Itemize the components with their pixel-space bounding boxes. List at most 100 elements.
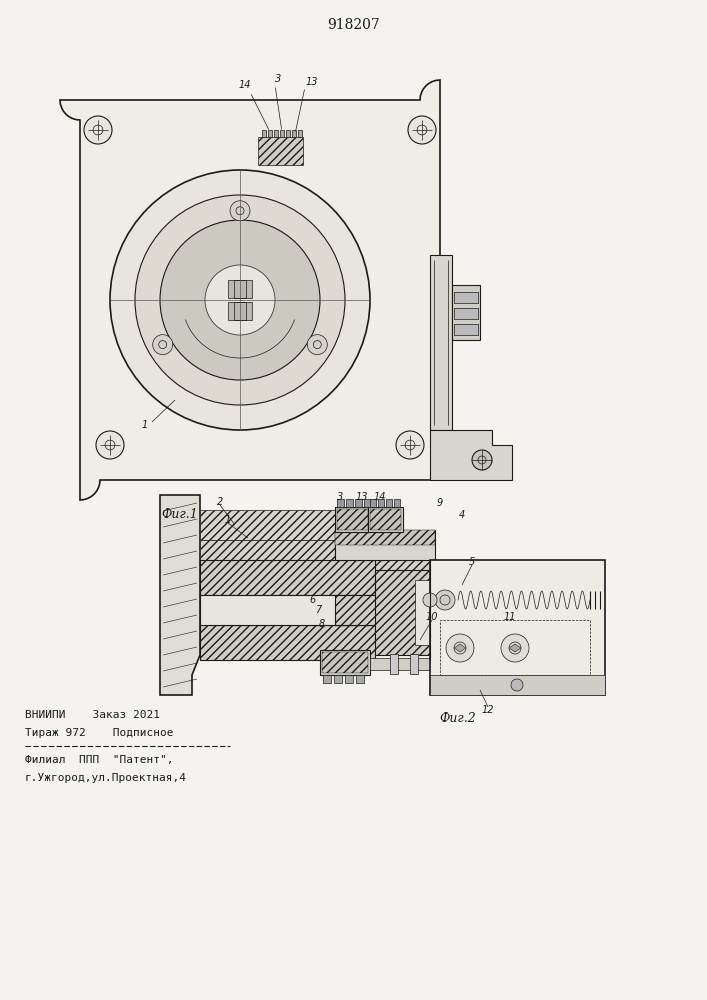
Bar xyxy=(200,560,375,595)
Bar xyxy=(496,608,502,622)
Bar xyxy=(234,280,246,298)
Bar xyxy=(394,499,400,507)
Bar xyxy=(410,654,418,674)
Bar xyxy=(200,625,375,660)
Bar xyxy=(346,499,353,507)
Bar xyxy=(200,560,375,595)
Text: 2: 2 xyxy=(217,497,223,507)
Bar xyxy=(200,510,360,540)
Bar xyxy=(430,675,605,695)
Bar xyxy=(488,608,494,622)
Circle shape xyxy=(396,431,424,459)
Bar xyxy=(455,610,485,615)
Circle shape xyxy=(110,170,370,430)
Text: 8: 8 xyxy=(319,619,325,629)
Bar xyxy=(335,525,390,560)
Circle shape xyxy=(435,590,455,610)
Text: Фиг.2: Фиг.2 xyxy=(440,712,477,724)
Circle shape xyxy=(205,265,275,335)
Bar xyxy=(452,285,480,340)
Text: 918207: 918207 xyxy=(327,18,380,32)
Bar xyxy=(228,280,252,298)
Bar xyxy=(386,499,392,507)
Bar xyxy=(335,507,370,532)
Bar xyxy=(345,675,353,683)
Circle shape xyxy=(135,195,345,405)
Text: 1: 1 xyxy=(225,515,231,525)
Bar xyxy=(200,540,370,565)
Bar xyxy=(390,654,398,674)
Bar xyxy=(354,520,360,530)
Circle shape xyxy=(230,201,250,221)
Bar xyxy=(337,509,368,530)
Bar xyxy=(335,595,415,625)
Bar xyxy=(220,565,350,635)
Bar xyxy=(268,130,272,137)
Bar xyxy=(375,570,455,655)
Text: 12: 12 xyxy=(481,705,494,715)
Text: г.Ужгород,ул.Проектная,4: г.Ужгород,ул.Проектная,4 xyxy=(25,773,187,783)
Circle shape xyxy=(423,593,437,607)
Text: 11: 11 xyxy=(504,612,516,622)
Text: 6: 6 xyxy=(310,595,316,605)
Bar xyxy=(430,255,452,430)
Bar xyxy=(455,605,485,625)
Bar xyxy=(346,520,352,530)
Bar xyxy=(375,570,455,655)
Text: 1: 1 xyxy=(142,420,148,430)
Polygon shape xyxy=(160,495,200,695)
Bar xyxy=(320,650,370,675)
Text: 4: 4 xyxy=(459,510,465,520)
Bar xyxy=(200,595,375,625)
Bar xyxy=(430,560,605,695)
Text: Тираж 972    Подписное: Тираж 972 Подписное xyxy=(25,728,173,738)
Bar xyxy=(355,499,362,507)
Text: 14: 14 xyxy=(374,492,386,502)
Circle shape xyxy=(153,335,173,355)
Bar xyxy=(200,635,370,660)
Bar xyxy=(262,130,266,137)
Bar xyxy=(370,658,430,670)
Text: Филиал  ППП  "Патент",: Филиал ППП "Патент", xyxy=(25,755,173,765)
Text: 13: 13 xyxy=(305,77,318,87)
Bar xyxy=(340,560,440,580)
Bar xyxy=(356,675,364,683)
Bar xyxy=(292,130,296,137)
Circle shape xyxy=(84,116,112,144)
Bar xyxy=(370,509,401,530)
Bar xyxy=(454,324,478,335)
Text: 5: 5 xyxy=(469,557,475,567)
Bar xyxy=(335,530,435,545)
Bar xyxy=(335,595,415,625)
Bar xyxy=(258,137,303,165)
Bar xyxy=(200,625,375,660)
Bar xyxy=(340,580,440,620)
Bar xyxy=(370,499,376,507)
Bar xyxy=(322,652,368,673)
Bar xyxy=(415,580,450,645)
Bar xyxy=(286,130,290,137)
Bar xyxy=(368,507,403,532)
Bar xyxy=(378,499,384,507)
Text: ВНИИПИ    Заказ 2021: ВНИИПИ Заказ 2021 xyxy=(25,710,160,720)
Circle shape xyxy=(308,335,327,355)
Bar xyxy=(234,302,246,320)
Text: 3: 3 xyxy=(337,492,343,502)
Bar xyxy=(364,499,371,507)
Bar xyxy=(334,675,342,683)
Bar xyxy=(440,620,590,675)
Bar xyxy=(274,130,278,137)
Bar xyxy=(362,520,368,530)
Circle shape xyxy=(446,634,474,662)
Text: 3: 3 xyxy=(275,74,281,84)
Circle shape xyxy=(511,679,523,691)
Text: 14: 14 xyxy=(239,80,251,90)
Text: 10: 10 xyxy=(426,612,438,622)
Bar xyxy=(370,520,376,530)
Circle shape xyxy=(408,116,436,144)
Bar xyxy=(298,130,302,137)
Text: 7: 7 xyxy=(315,605,321,615)
Text: 9: 9 xyxy=(437,498,443,508)
Circle shape xyxy=(501,634,529,662)
Circle shape xyxy=(160,220,320,380)
